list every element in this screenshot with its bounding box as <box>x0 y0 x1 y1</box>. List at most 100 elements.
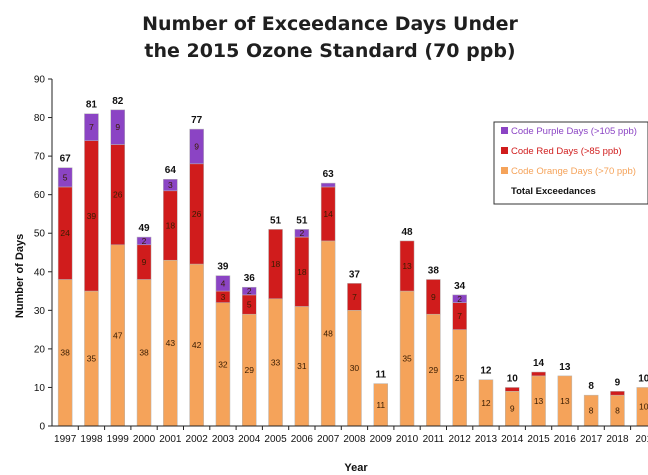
bar-total-label: 10 <box>507 373 519 384</box>
bar-segment-label: 35 <box>87 354 97 364</box>
chart-subtitle: the 2015 Ozone Standard (70 ppb) <box>144 40 515 62</box>
bar-total-label: 12 <box>480 366 492 377</box>
x-tick-label: 2008 <box>343 434 366 445</box>
bar-total-label: 9 <box>615 377 621 388</box>
x-tick-label: 1999 <box>107 434 130 445</box>
bar-segment-label: 2 <box>247 286 252 296</box>
bar-segment <box>452 294 467 303</box>
bar-segment-label: 13 <box>560 396 570 406</box>
legend: Code Purple Days (>105 ppb) Code Red Days… <box>493 121 648 205</box>
bar-segment-label: 33 <box>271 357 281 367</box>
x-tick-label: 2016 <box>554 434 577 445</box>
bar-segment-label: 24 <box>60 228 70 238</box>
bar-total-label: 48 <box>401 227 413 238</box>
bar-total-label: 38 <box>428 265 440 276</box>
bar-segment-label: 9 <box>115 122 120 132</box>
x-tick-label: 2011 <box>423 434 445 445</box>
bar-segment <box>136 236 152 246</box>
bar-segment-label: 8 <box>589 406 594 416</box>
bar-total-label: 77 <box>191 115 203 126</box>
bar-segment-label: 2 <box>299 228 304 238</box>
y-tick-label: 0 <box>39 422 45 433</box>
x-tick-label: 2006 <box>291 434 314 445</box>
y-tick-label: 40 <box>34 267 46 278</box>
bar-segment-label: 13 <box>534 396 544 406</box>
x-tick-label: 2009 <box>370 434 393 445</box>
bar-segment-label: 9 <box>431 292 436 302</box>
bar-segment <box>110 109 125 145</box>
legend-swatch <box>501 167 508 174</box>
bar-total-label: 13 <box>559 362 571 373</box>
bar-segment-label: 4 <box>221 278 226 288</box>
legend-label: Code Red Days (>85 ppb) <box>511 146 622 157</box>
bar-segment-label: 9 <box>142 257 147 267</box>
bar-segment-label: 2 <box>142 236 147 246</box>
bar-segment-label: 7 <box>457 311 462 321</box>
bar-segment-label: 14 <box>323 209 333 219</box>
bar-total-label: 67 <box>60 154 72 165</box>
bar-total-label: 10 <box>638 373 648 384</box>
bar-segment-label: 18 <box>166 221 176 231</box>
legend-swatch <box>501 147 508 154</box>
bar-segment <box>399 240 415 292</box>
x-tick-label: 2001 <box>159 434 182 445</box>
y-tick-label: 10 <box>34 383 46 394</box>
bar-total-label: 51 <box>296 215 308 226</box>
x-tick-label: 2007 <box>317 434 340 445</box>
y-tick-label: 20 <box>34 344 46 355</box>
bar-segment-label: 42 <box>192 340 202 350</box>
y-axis-title: Number of Days <box>14 234 26 318</box>
bar-segment-label: 5 <box>63 172 68 182</box>
legend-total-label: Total Exceedances <box>511 186 596 197</box>
bar-segment-label: 5 <box>247 300 252 310</box>
bar-segment <box>57 167 73 188</box>
bar-segment-label: 18 <box>271 259 281 269</box>
bar-segment-label: 7 <box>89 122 94 132</box>
bar-total-label: 37 <box>349 269 361 280</box>
x-tick-label: 2013 <box>475 434 498 445</box>
bar-total-label: 63 <box>323 169 335 180</box>
bar-segment <box>294 229 310 238</box>
x-tick-label: 1998 <box>80 434 103 445</box>
y-tick-label: 90 <box>34 75 46 86</box>
x-tick-label: 2002 <box>186 434 209 445</box>
x-axis-ticks: 1997 1998 1999 2000 2001 2002 2003 2004 2005 2006… <box>54 426 648 445</box>
bar-segment-label: 12 <box>481 398 491 408</box>
chart-title: Number of Exceedance Days Under <box>142 13 518 35</box>
bar-segment <box>505 387 520 392</box>
bar-segment <box>84 113 99 141</box>
y-tick-label: 30 <box>34 306 46 317</box>
bar-total-label: 64 <box>165 165 177 176</box>
bar-segment <box>426 279 441 315</box>
bar-segment-label: 39 <box>87 211 97 221</box>
bar-total-label: 14 <box>533 358 545 369</box>
x-tick-label: 2017 <box>580 434 603 445</box>
bar-segment <box>163 178 178 192</box>
bar-segment-label: 8 <box>615 406 620 416</box>
bar-segment-label: 18 <box>297 267 307 277</box>
bar-segment <box>347 283 362 311</box>
x-tick-label: 2005 <box>264 434 287 445</box>
bar-segment-label: 29 <box>245 365 255 375</box>
bar-segment-label: 9 <box>510 404 515 414</box>
bar-total-label: 81 <box>86 100 98 111</box>
bar-segment-label: 13 <box>402 261 412 271</box>
x-tick-label: 1997 <box>54 434 77 445</box>
x-tick-label: 2015 <box>527 434 550 445</box>
bar-segment-label: 43 <box>166 338 176 348</box>
bar-total-label: 51 <box>270 215 282 226</box>
bar-total-label: 39 <box>217 262 229 273</box>
legend-swatch <box>501 127 508 134</box>
x-tick-label: 2018 <box>606 434 629 445</box>
x-tick-label: 201 <box>635 434 648 445</box>
bar-segment <box>320 182 336 188</box>
legend-label: Code Purple Days (>105 ppb) <box>511 126 637 137</box>
bar-segment-label: 3 <box>221 292 226 302</box>
bar-segment-label: 48 <box>323 328 333 338</box>
x-tick-label: 2004 <box>238 434 261 445</box>
bar-segment <box>189 128 204 165</box>
bar-segment-label: 26 <box>192 209 202 219</box>
bar-total-label: 11 <box>375 370 386 381</box>
bar-total-label: 82 <box>112 96 124 107</box>
bar-segment-label: 31 <box>297 361 307 371</box>
